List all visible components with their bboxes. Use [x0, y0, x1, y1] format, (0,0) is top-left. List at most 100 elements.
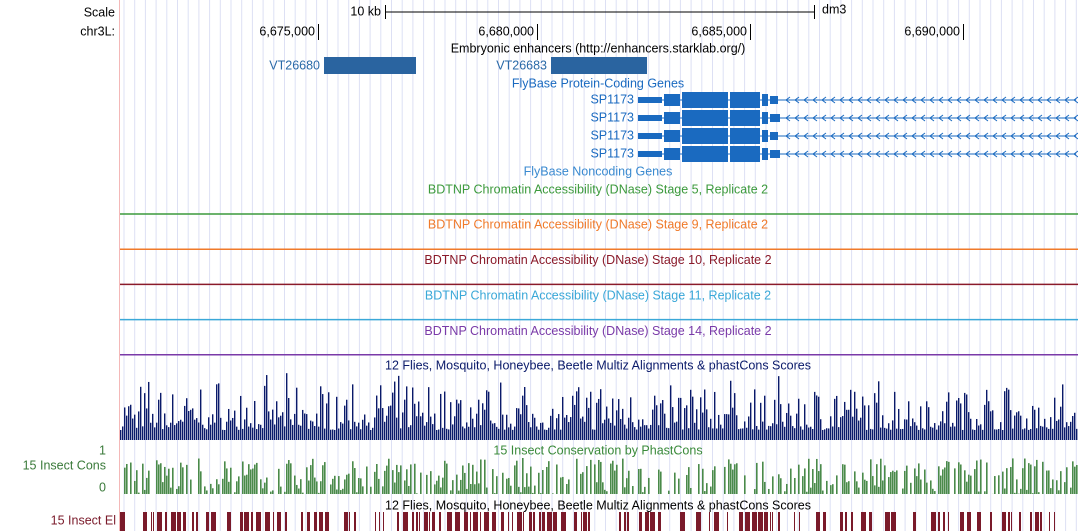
conservation-bar: [1060, 406, 1062, 440]
conservation-bar: [296, 387, 298, 440]
element-bar: [403, 512, 408, 531]
conservation-bar: [166, 425, 168, 440]
phastcons-bar: [542, 470, 544, 494]
element-bar: [1019, 512, 1021, 531]
conservation-bar: [548, 427, 550, 440]
element-bar: [861, 512, 866, 531]
phastcons-bar: [822, 490, 824, 494]
element-bar: [1054, 512, 1055, 531]
element-bar: [256, 512, 261, 531]
conservation-bar: [546, 429, 548, 440]
strand-arrow: [920, 114, 926, 122]
element-bar: [581, 512, 582, 531]
conservation-bar: [712, 428, 714, 440]
conservation-bar: [560, 429, 562, 440]
conservation-bar: [722, 428, 724, 440]
phastcons-bar: [810, 487, 812, 494]
phastcons-bar: [420, 472, 422, 494]
element-bar: [183, 512, 186, 531]
strand-arrow: [1064, 150, 1070, 158]
enhancer[interactable]: [551, 57, 647, 74]
phastcons-bar: [660, 471, 662, 494]
conservation-bar: [1036, 428, 1038, 440]
side-label[interactable]: 15 Insect El: [51, 513, 116, 527]
gene-label: SP1173: [590, 110, 634, 124]
strand-arrow: [875, 114, 881, 122]
strand-arrow: [902, 150, 908, 158]
phastcons-bar: [730, 463, 732, 494]
conservation-bar: [856, 408, 858, 440]
strand-arrow: [983, 96, 989, 104]
conservation-bar: [348, 420, 350, 440]
element-bar: [816, 512, 820, 531]
conservation-bar: [1052, 428, 1054, 440]
strand-arrow: [920, 132, 926, 140]
conservation-bar: [452, 424, 454, 440]
phastcons-bar: [298, 488, 300, 494]
strand-arrow: [1010, 150, 1016, 158]
strand-arrow: [1055, 150, 1061, 158]
strand-arrow: [929, 114, 935, 122]
phastcons-bar: [530, 466, 532, 494]
phastcons-bar: [286, 463, 288, 494]
conservation-bar: [848, 409, 850, 440]
conservation-bar: [1048, 428, 1050, 440]
conservation-bar: [968, 412, 970, 440]
element-bar: [1035, 512, 1039, 531]
conservation-bar: [460, 400, 462, 440]
phastcons-bar: [764, 481, 766, 494]
phastcons-bar: [832, 484, 834, 494]
conservation-bar: [336, 396, 338, 440]
conservation-bar: [990, 411, 992, 440]
phastcons-bar: [924, 469, 926, 494]
side-label[interactable]: 15 Insect Cons: [23, 458, 106, 472]
conservation-bar: [1006, 387, 1008, 440]
strand-arrow: [884, 132, 890, 140]
track-title: 12 Flies, Mosquito, Honeybee, Beetle Mul…: [385, 498, 811, 512]
conservation-bar: [784, 426, 786, 440]
conservation-bar: [882, 415, 884, 440]
conservation-bar: [482, 403, 484, 440]
phastcons-bar: [226, 468, 228, 494]
enhancer-label[interactable]: VT26683: [496, 58, 547, 72]
conservation-bar: [812, 429, 814, 440]
conservation-bar: [1062, 384, 1064, 440]
conservation-bar: [176, 423, 178, 440]
conservation-bar: [332, 429, 334, 440]
conservation-bar: [430, 416, 432, 440]
phastcons-bar: [430, 471, 432, 494]
phastcons-bar: [318, 492, 320, 494]
enhancer[interactable]: [324, 57, 416, 74]
conservation-bar: [670, 385, 672, 440]
conservation-bar: [256, 429, 258, 440]
phastcons-bar: [920, 479, 922, 494]
conservation-bar: [766, 429, 768, 440]
conservation-bar: [462, 426, 464, 440]
phastcons-bar: [874, 485, 876, 494]
phastcons-bar: [568, 479, 570, 494]
phastcons-bar: [370, 486, 372, 494]
conservation-bar: [676, 421, 678, 440]
phastcons-bar: [732, 469, 734, 494]
conservation-bar: [518, 408, 520, 440]
phastcons-bar: [914, 468, 916, 494]
conservation-bar: [438, 429, 440, 440]
conservation-bar: [626, 428, 628, 440]
conservation-bar: [222, 429, 224, 440]
enhancer-label[interactable]: VT26680: [269, 58, 320, 72]
conservation-bar: [628, 417, 630, 440]
element-bar: [845, 512, 847, 531]
element-bar: [523, 512, 524, 531]
strand-arrow: [947, 132, 953, 140]
phastcons-bar: [526, 473, 528, 494]
strand-arrow: [938, 114, 944, 122]
strand-arrow: [857, 114, 863, 122]
phastcons-bar: [288, 460, 290, 494]
conservation-bar: [736, 415, 738, 440]
phastcons-bar: [478, 483, 480, 494]
conservation-bar: [512, 429, 514, 440]
conservation-bar: [614, 425, 616, 440]
track-title: BDTNP Chromatin Accessibility (DNase) St…: [428, 218, 768, 232]
conservation-bar: [394, 381, 396, 440]
element-bar: [869, 512, 872, 531]
